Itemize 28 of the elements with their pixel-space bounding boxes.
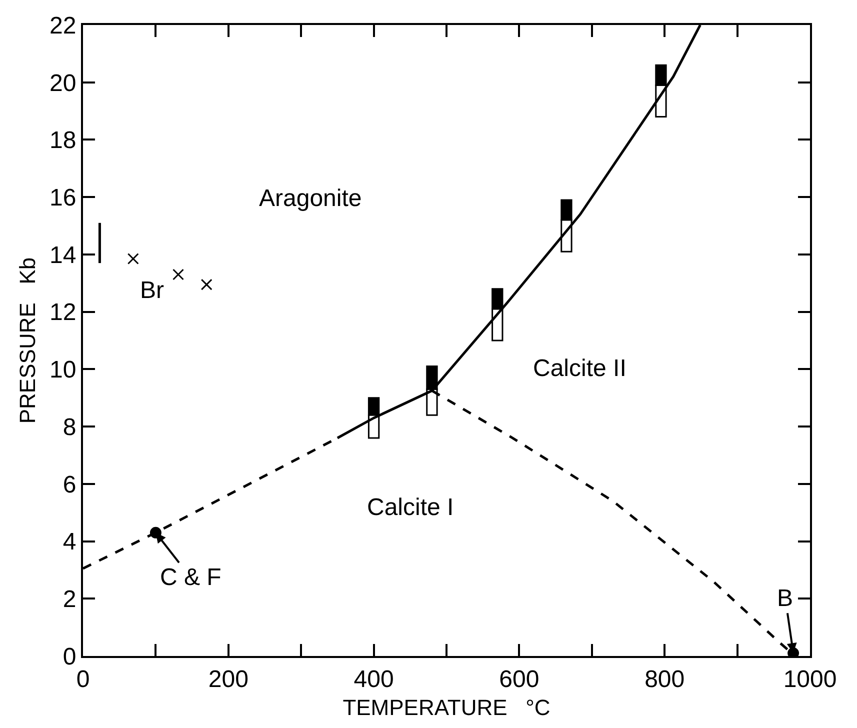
x-tick-label: 200 [208, 666, 248, 693]
annotation: Calcite I [367, 494, 454, 521]
point [172, 268, 184, 280]
y-tick-label: 12 [49, 299, 76, 326]
y-tick-label: 10 [49, 356, 76, 384]
y-tick-label: 4 [62, 528, 76, 556]
x-tick-label: 600 [499, 666, 540, 693]
annotation: Aragonite [259, 185, 362, 212]
point [127, 253, 139, 265]
y-tick-label: 22 [49, 12, 76, 40]
point [200, 278, 212, 290]
annotation: C & F [160, 564, 222, 591]
x-tick-label: 400 [354, 666, 394, 693]
annotation: Br [140, 277, 164, 304]
y-tick-label: 2 [62, 586, 76, 614]
y-tick-label: 6 [62, 471, 76, 498]
y-tick-label: 0 [62, 643, 76, 670]
x-tick-label: 800 [644, 666, 685, 693]
y-tick-label: 20 [49, 70, 76, 97]
annotation: Calcite II [533, 355, 626, 382]
y-tick-label: 16 [49, 184, 76, 212]
x-tick-label: 1000 [783, 666, 837, 693]
x-axis-title: TEMPERATURE °C [342, 695, 550, 720]
y-tick-label: 14 [49, 242, 76, 269]
annotation: B [777, 585, 794, 612]
y-tick-label: 18 [49, 127, 76, 154]
y-tick-label: 8 [62, 414, 76, 441]
y-axis-title: PRESSURE Kb [14, 257, 40, 424]
